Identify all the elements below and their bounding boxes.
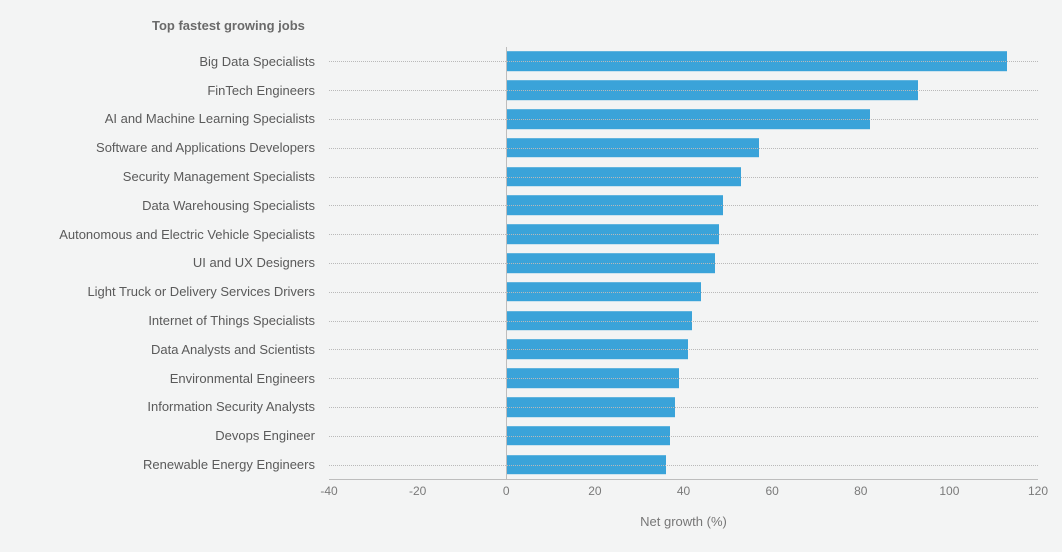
y-axis-label: Light Truck or Delivery Services Drivers: [24, 277, 329, 306]
x-tick-label: -20: [409, 484, 426, 498]
x-axis-title: Net growth (%): [329, 514, 1038, 529]
gridline: [329, 263, 1038, 264]
x-tick-label: 20: [588, 484, 601, 498]
y-axis-label: Big Data Specialists: [24, 47, 329, 76]
x-tick-label: 40: [677, 484, 690, 498]
x-tick-label: -40: [320, 484, 337, 498]
y-axis-label: Environmental Engineers: [24, 364, 329, 393]
gridline: [329, 378, 1038, 379]
gridline: [329, 407, 1038, 408]
y-axis-label: Renewable Energy Engineers: [24, 450, 329, 479]
y-axis-label: Devops Engineer: [24, 421, 329, 450]
gridline: [329, 349, 1038, 350]
gridline: [329, 61, 1038, 62]
gridline: [329, 321, 1038, 322]
y-axis-label: FinTech Engineers: [24, 76, 329, 105]
y-axis-label: Information Security Analysts: [24, 393, 329, 422]
x-axis-ticks: -40-20020406080100120: [329, 482, 1038, 506]
x-tick-label: 0: [503, 484, 510, 498]
x-tick-label: 120: [1028, 484, 1048, 498]
x-title-row: Net growth (%): [24, 514, 1038, 529]
gridline: [329, 465, 1038, 466]
gridline: [329, 90, 1038, 91]
y-axis-label: Security Management Specialists: [24, 162, 329, 191]
y-axis-label: UI and UX Designers: [24, 249, 329, 278]
x-tick-label: 100: [939, 484, 959, 498]
x-axis-row: -40-20020406080100120: [24, 482, 1038, 506]
chart-container: Top fastest growing jobs Big Data Specia…: [0, 0, 1062, 552]
gridline: [329, 436, 1038, 437]
y-axis-label: Autonomous and Electric Vehicle Speciali…: [24, 220, 329, 249]
x-tick-label: 80: [854, 484, 867, 498]
y-axis-label: Data Warehousing Specialists: [24, 191, 329, 220]
gridline: [329, 234, 1038, 235]
gridline: [329, 177, 1038, 178]
gridline: [329, 205, 1038, 206]
gridline: [329, 148, 1038, 149]
plot-area: [329, 47, 1038, 480]
y-axis-label: Data Analysts and Scientists: [24, 335, 329, 364]
chart-title: Top fastest growing jobs: [152, 18, 1038, 33]
y-axis-labels: Big Data SpecialistsFinTech EngineersAI …: [24, 47, 329, 479]
gridline: [329, 119, 1038, 120]
x-tick-label: 60: [765, 484, 778, 498]
plot-row: Big Data SpecialistsFinTech EngineersAI …: [24, 47, 1038, 480]
y-axis-label: AI and Machine Learning Specialists: [24, 105, 329, 134]
gridline: [329, 292, 1038, 293]
y-axis-label: Internet of Things Specialists: [24, 306, 329, 335]
y-axis-label: Software and Applications Developers: [24, 133, 329, 162]
